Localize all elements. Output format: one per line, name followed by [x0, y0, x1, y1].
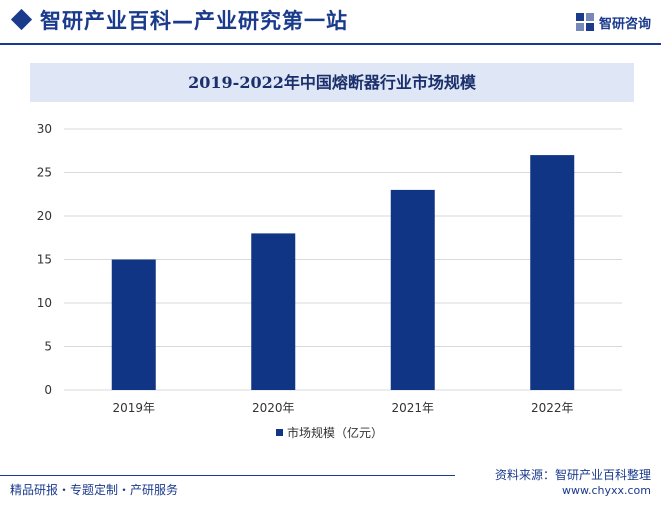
chart-title-band: 2019-2022年中国熔断器行业市场规模: [30, 63, 634, 102]
x-tick-label: 2021年: [391, 401, 434, 415]
bars: [111, 155, 575, 390]
x-tick-label: 2022年: [531, 401, 574, 415]
header-divider: [0, 43, 661, 45]
y-axis-ticks: 0 5 10 15 20 25 30: [37, 122, 52, 397]
y-tick-label: 15: [37, 253, 52, 267]
site-title: 智研产业百科—产业研究第一站: [40, 9, 348, 33]
logo-text: 智研咨询: [598, 16, 651, 32]
logo-icon: [575, 13, 594, 31]
bar: [530, 155, 575, 390]
header: 智研产业百科—产业研究第一站 智研咨询: [0, 0, 661, 45]
legend-label: 市场规模（亿元）: [287, 425, 383, 440]
x-tick-label: 2020年: [252, 401, 295, 415]
bar-chart: 0 5 10 15 20 25 30 2019年 2020年 2021年 2022年 市场规模（亿…: [37, 122, 622, 440]
legend: 市场规模（亿元）: [276, 425, 383, 440]
brand-logo[interactable]: 智研咨询: [575, 11, 651, 33]
footer-tagline: 精品研报・专题定制・产研服务: [10, 483, 179, 497]
y-tick-label: 10: [37, 296, 52, 310]
y-tick-label: 30: [37, 122, 52, 136]
chart-title: 2019-2022年中国熔断器行业市场规模: [188, 73, 476, 92]
grid-lines: [64, 128, 622, 391]
bar: [111, 259, 156, 390]
data-source: 资料来源：智研产业百科整理: [494, 468, 651, 482]
footer-divider: [0, 475, 455, 476]
bar: [251, 233, 296, 390]
y-tick-label: 20: [37, 209, 52, 223]
bar: [390, 189, 435, 390]
y-tick-label: 5: [44, 340, 52, 354]
footer-url-link[interactable]: www.chyxx.com: [561, 484, 651, 497]
legend-swatch: [276, 429, 283, 436]
x-tick-label: 2019年: [112, 401, 155, 415]
y-tick-label: 0: [44, 383, 52, 397]
y-tick-label: 25: [37, 166, 52, 180]
x-axis-ticks: 2019年 2020年 2021年 2022年: [112, 401, 573, 415]
